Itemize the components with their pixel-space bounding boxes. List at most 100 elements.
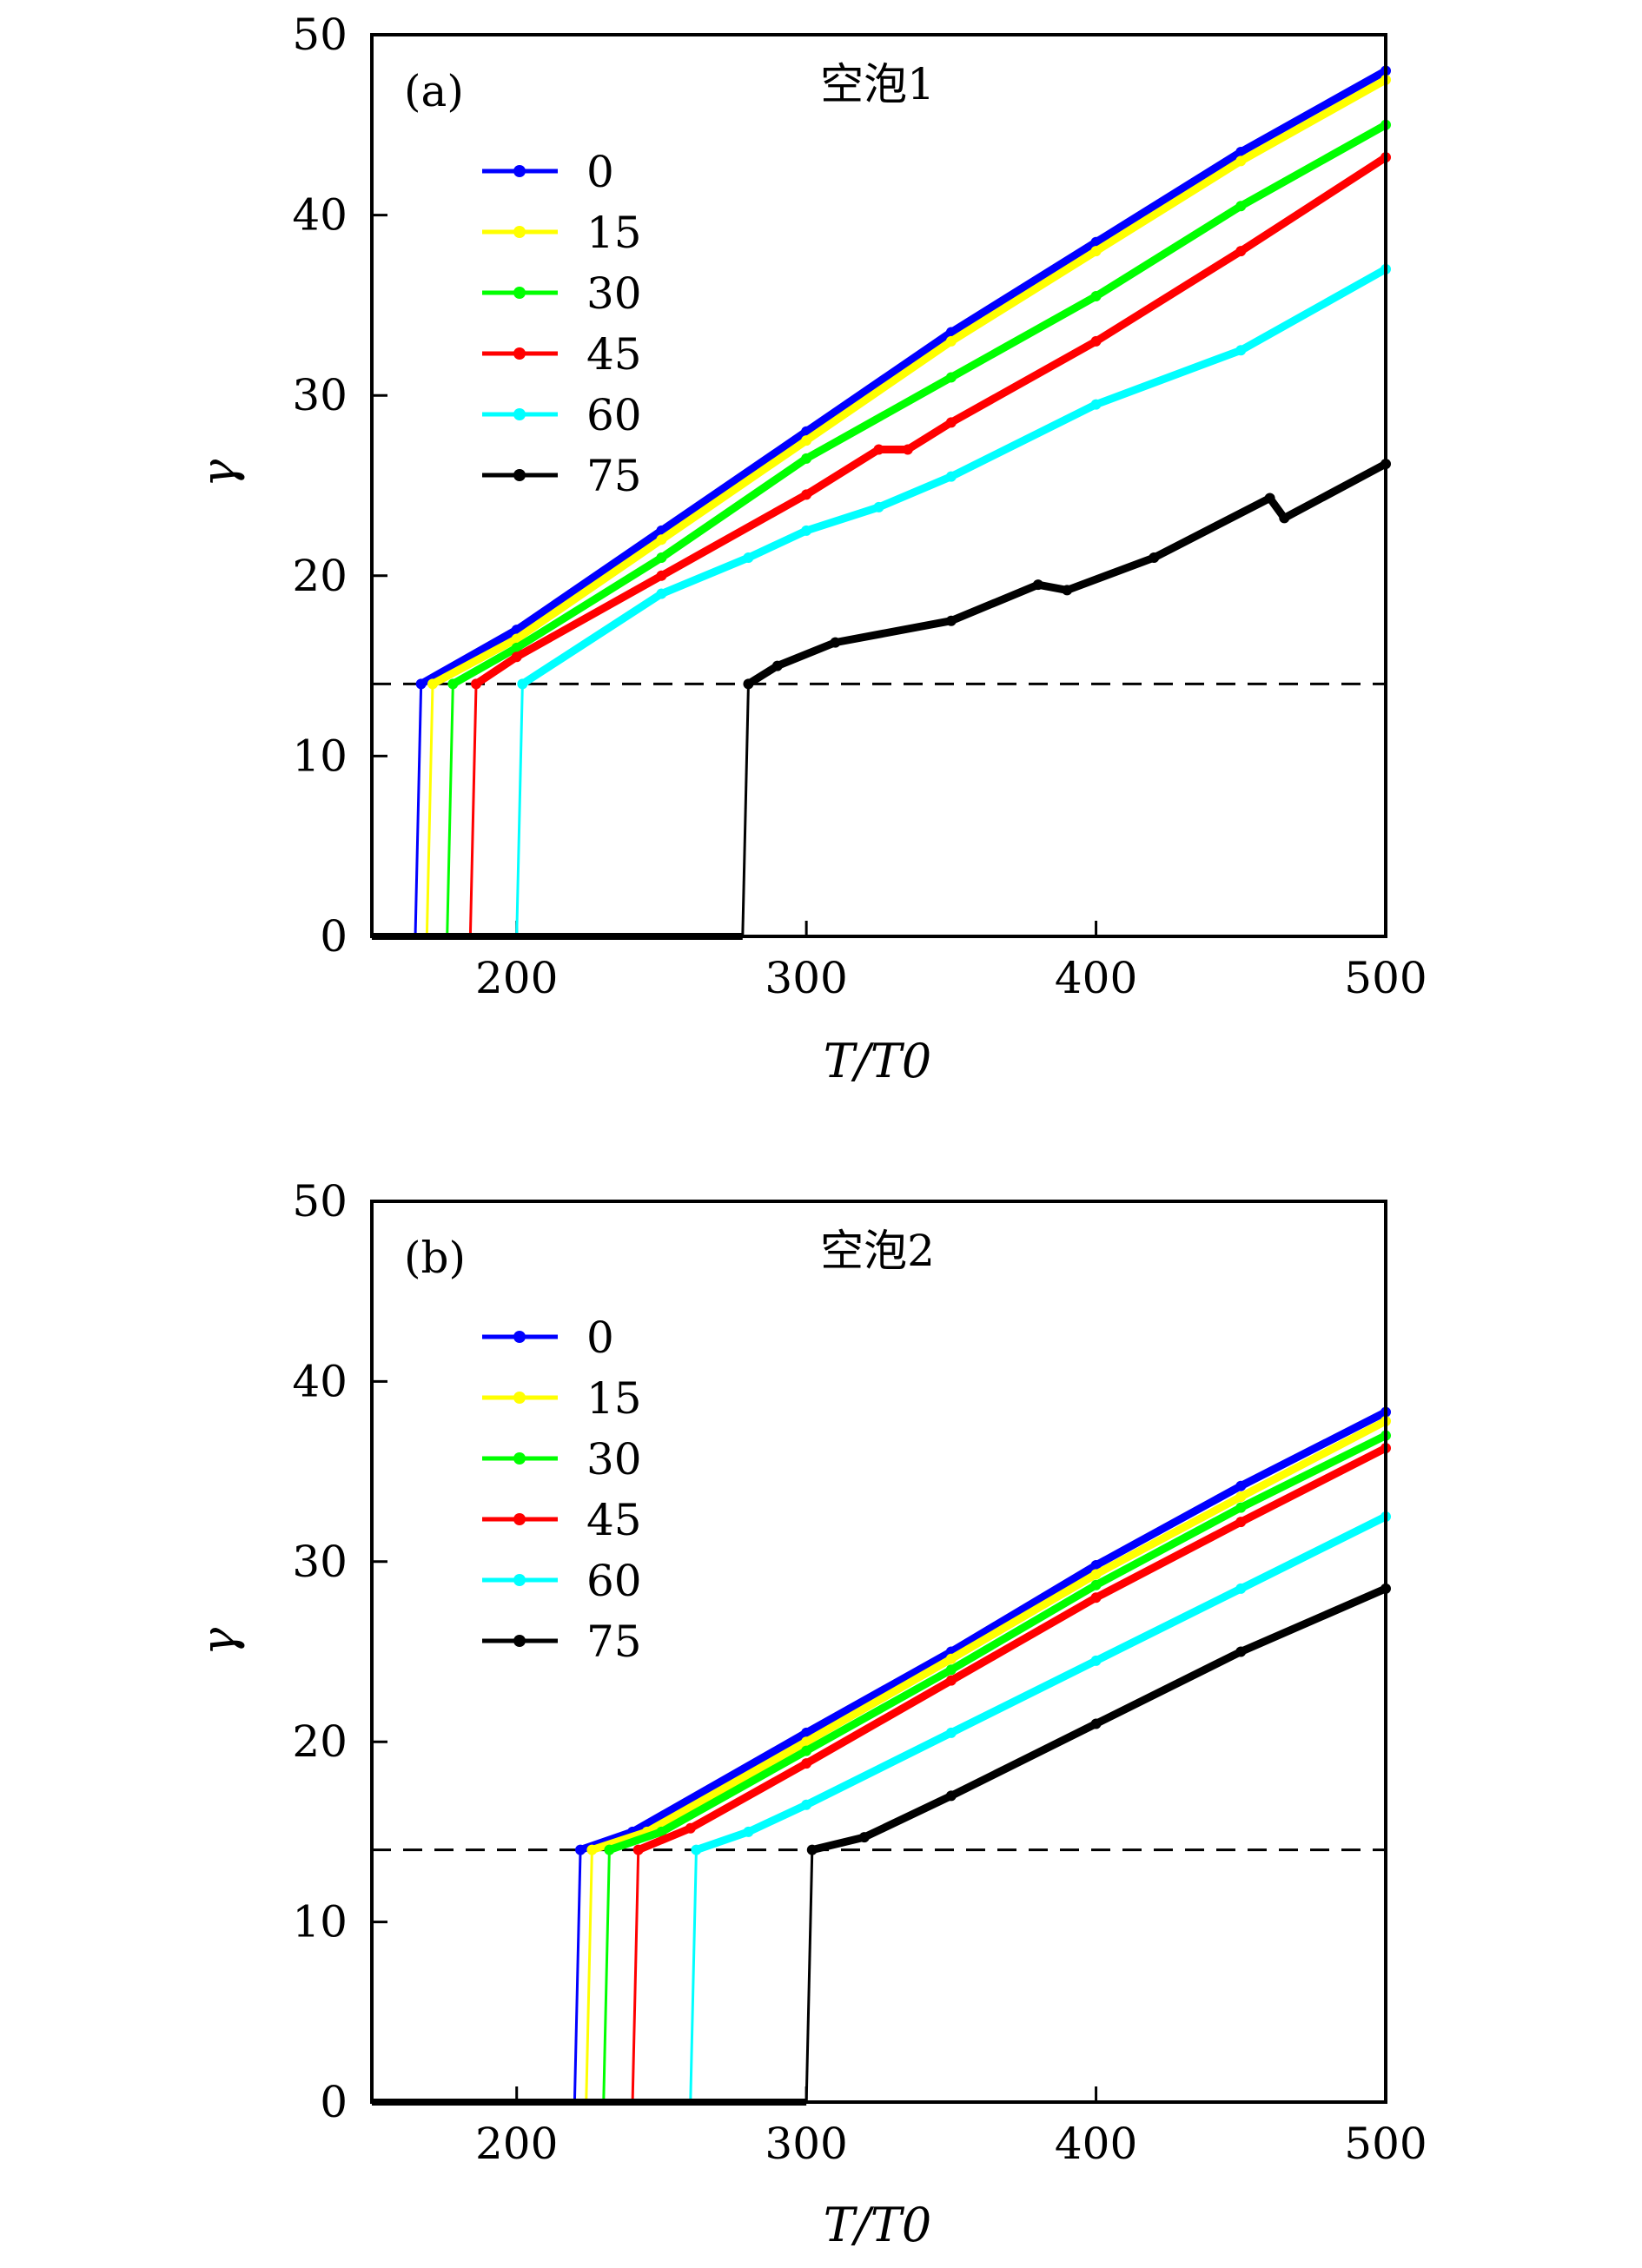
series-line — [419, 67, 1388, 688]
y-axis-label: γ — [191, 459, 246, 487]
legend-label: 30 — [586, 268, 642, 319]
panel-label: (b) — [404, 1233, 466, 1283]
data-point — [858, 1832, 870, 1843]
y-tick-label: 30 — [292, 370, 348, 420]
data-point — [801, 1745, 812, 1756]
series-line — [637, 1445, 1388, 1854]
legend-label: 60 — [586, 390, 642, 440]
y-tick-label: 40 — [292, 190, 348, 241]
data-point — [771, 660, 783, 671]
onset-jump — [468, 684, 478, 937]
y-tick-label: 50 — [292, 10, 348, 60]
data-point — [1235, 1583, 1247, 1594]
data-point — [586, 1844, 598, 1855]
legend-marker — [513, 1452, 526, 1465]
data-point — [945, 335, 957, 347]
series-60 — [372, 263, 1391, 940]
data-point — [685, 1822, 696, 1834]
data-point — [945, 417, 957, 428]
data-point — [830, 637, 841, 648]
legend-item: 75 — [482, 451, 642, 501]
series-60 — [372, 1511, 1391, 2106]
data-point — [511, 651, 522, 663]
data-point — [1090, 1718, 1102, 1729]
data-point — [1090, 1579, 1102, 1590]
legend-item: 30 — [482, 1434, 642, 1484]
legend-marker — [513, 469, 526, 481]
data-point — [945, 327, 957, 338]
onset-jump — [515, 684, 524, 937]
series-75 — [372, 459, 1391, 940]
panel-b: 0 10 20 30 40 50 200 300 400 500 0 15 30 45 60 75 (b) 空泡2… — [191, 1176, 1427, 2252]
series-45 — [372, 1443, 1391, 2106]
data-point — [743, 1826, 754, 1837]
y-axis-label: γ — [191, 1627, 246, 1656]
data-point — [1235, 201, 1247, 212]
data-point — [1090, 1569, 1102, 1580]
x-tick-label: 500 — [1344, 953, 1427, 1003]
data-point — [1090, 335, 1102, 347]
legend-item: 60 — [482, 390, 642, 440]
plot-frame — [370, 1200, 1387, 2104]
y-tick-label: 30 — [292, 1537, 348, 1587]
legend-label: 0 — [586, 147, 614, 197]
data-point — [1032, 579, 1043, 591]
data-point — [517, 678, 528, 690]
legend-marker — [513, 226, 526, 238]
y-tick-label: 0 — [320, 2077, 348, 2127]
onset-jump — [602, 1849, 611, 2103]
legend-marker — [513, 1331, 526, 1343]
legend: 0 15 30 45 60 75 — [482, 1313, 642, 1667]
y-tick-label: 40 — [292, 1356, 348, 1406]
data-point — [656, 552, 667, 564]
legend-item: 45 — [482, 329, 642, 380]
legend-item: 30 — [482, 268, 642, 319]
series-30 — [372, 119, 1391, 940]
series-line — [694, 1512, 1388, 1854]
data-point — [801, 1736, 812, 1748]
data-point — [1090, 399, 1102, 410]
legend-item: 15 — [482, 208, 642, 258]
series-line — [430, 76, 1388, 688]
series-line — [473, 154, 1388, 688]
data-point — [945, 372, 957, 383]
legend-label: 60 — [586, 1556, 642, 1606]
data-point — [945, 1653, 957, 1664]
data-point — [945, 1675, 957, 1686]
onset-jump — [631, 1849, 640, 2103]
data-point — [1149, 552, 1160, 564]
data-point — [511, 633, 522, 645]
legend-marker — [513, 1392, 526, 1404]
legend-item: 45 — [482, 1495, 642, 1545]
x-axis-label: T/T0 — [824, 1034, 932, 1088]
data-point — [1235, 1480, 1247, 1491]
data-point — [604, 1844, 615, 1855]
data-point — [945, 1727, 957, 1738]
data-point — [1235, 1646, 1247, 1657]
data-point — [656, 588, 667, 599]
data-point — [801, 489, 812, 500]
x-tick-label: 500 — [1344, 2119, 1427, 2169]
legend-marker — [513, 1574, 526, 1586]
data-point — [447, 678, 459, 690]
data-point — [801, 1758, 812, 1769]
data-point — [1264, 493, 1275, 504]
onset-jump — [804, 1849, 814, 2103]
legend-marker — [513, 1513, 526, 1525]
legend-label: 15 — [586, 1373, 642, 1424]
legend-item: 60 — [482, 1556, 642, 1606]
legend-item: 0 — [482, 147, 614, 197]
series-line — [811, 1584, 1387, 1855]
data-point — [511, 642, 522, 653]
series-75 — [372, 1583, 1391, 2106]
legend-marker — [513, 1635, 526, 1647]
data-point — [801, 525, 812, 536]
panel-label: (a) — [404, 66, 464, 116]
data-point — [1090, 291, 1102, 302]
data-point — [801, 1727, 812, 1738]
data-point — [1090, 236, 1102, 248]
series-45 — [372, 152, 1391, 940]
plot-frame — [370, 33, 1387, 938]
data-point — [1235, 146, 1247, 157]
data-point — [691, 1844, 702, 1855]
